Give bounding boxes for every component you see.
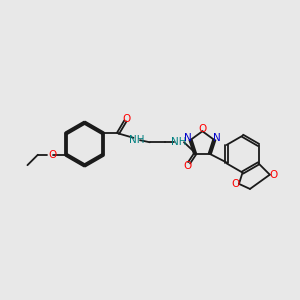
Text: N: N (213, 134, 221, 143)
Text: O: O (269, 170, 278, 180)
Text: O: O (231, 179, 239, 189)
Text: O: O (198, 124, 206, 134)
Text: N: N (184, 134, 191, 143)
Text: NH: NH (172, 137, 187, 147)
Text: O: O (184, 161, 192, 171)
Text: O: O (49, 150, 57, 160)
Text: O: O (123, 114, 131, 124)
Text: NH: NH (129, 135, 144, 145)
